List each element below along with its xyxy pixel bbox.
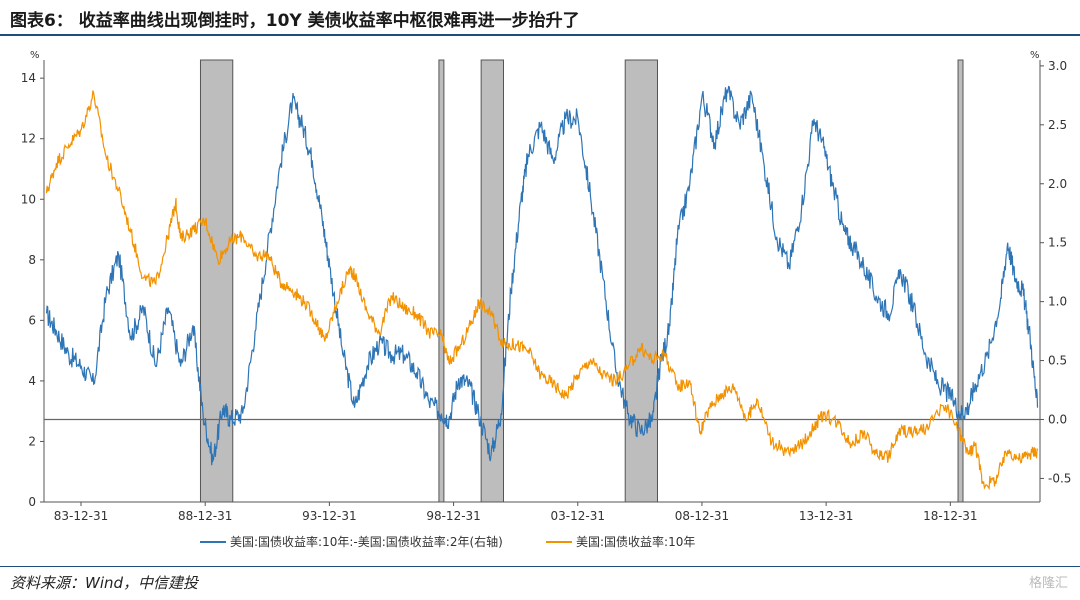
y-right-tick-label: 2.5 xyxy=(1048,118,1067,132)
y-left-tick-label: 6 xyxy=(28,313,36,327)
x-tick-label: 83-12-31 xyxy=(54,509,108,523)
y-right-tick-label: 1.5 xyxy=(1048,236,1067,250)
y-right-tick-label: 0.5 xyxy=(1048,354,1067,368)
x-tick-label: 03-12-31 xyxy=(551,509,605,523)
y-right-tick-label: 2.0 xyxy=(1048,177,1067,191)
y-left-tick-label: 8 xyxy=(28,253,36,267)
legend-label: 美国:国债收益率:10年 xyxy=(576,534,695,549)
y-left-unit: % xyxy=(30,50,40,61)
footer-rule xyxy=(0,566,1080,567)
x-tick-label: 13-12-31 xyxy=(799,509,853,523)
y-right-tick-label: -0.5 xyxy=(1048,471,1071,485)
series-line xyxy=(45,90,1039,491)
y-left-tick-label: 14 xyxy=(21,71,36,85)
y-right-tick-label: 1.0 xyxy=(1048,295,1067,309)
x-tick-label: 08-12-31 xyxy=(675,509,729,523)
inversion-band xyxy=(480,59,505,503)
inversion-band xyxy=(624,59,658,503)
series-line xyxy=(45,85,1039,466)
inversion-band xyxy=(438,59,445,503)
x-tick-label: 18-12-31 xyxy=(923,509,977,523)
source-note: 资料来源：Wind，中信建投 xyxy=(10,574,199,592)
watermark-logo: 格隆汇 xyxy=(1028,576,1068,591)
x-tick-label: 93-12-31 xyxy=(302,509,356,523)
legend-label: 美国:国债收益率:10年:-美国:国债收益率:2年(右轴) xyxy=(230,534,503,549)
x-tick-label: 88-12-31 xyxy=(178,509,232,523)
y-left-tick-label: 10 xyxy=(21,192,36,206)
title-rule xyxy=(0,34,1080,36)
y-right-tick-label: 0.0 xyxy=(1048,412,1067,426)
x-tick-label: 98-12-31 xyxy=(426,509,480,523)
y-right-tick-label: 3.0 xyxy=(1048,59,1067,73)
y-left-tick-label: 12 xyxy=(21,132,36,146)
y-left-tick-label: 0 xyxy=(28,495,36,509)
inversion-band xyxy=(199,59,234,503)
chart: 0 2 4 6 8 10 12 14 -0.5 0.0 0.5 1.0 1.5 2.0 2.5 3.0% % 83… xyxy=(21,50,1072,549)
y-right-unit: % xyxy=(1030,50,1040,61)
y-left-tick-label: 4 xyxy=(28,374,36,388)
page-title: 图表6： 收益率曲线出现倒挂时，10Y 美债收益率中枢很难再进一步抬升了 xyxy=(10,11,580,31)
y-left-tick-label: 2 xyxy=(28,434,36,448)
